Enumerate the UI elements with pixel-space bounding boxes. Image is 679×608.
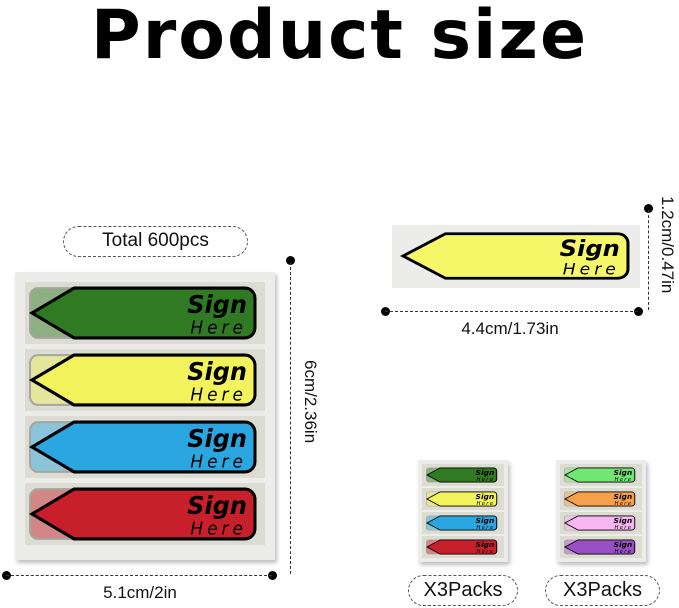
flag-text-here: Here [615,549,633,555]
flag-text-here: Here [190,318,247,338]
arrow-flag-shape [426,467,498,483]
flag-text-here: Here [563,260,620,278]
flag-text-here: Here [190,385,247,405]
flag-width-line [385,311,638,312]
arrow-flag-shape [564,539,636,555]
arrow-flag-shape [29,353,257,407]
sheet-height-label: 6cm/2.36in [301,360,320,444]
flag-text-here: Here [615,525,633,531]
page-title: Product size [90,0,589,75]
arrow-flag-shape [400,232,630,280]
flag-text-sign: Sign [614,468,633,477]
flag-text-here: Here [477,549,495,555]
pack-count-label: X3Packs [545,575,660,606]
flag-text-sign: Sign [187,357,247,387]
pack-sheet-1: Sign Here Sign Here Sign Here Sign Here [418,460,508,562]
arrow-flag-shape [29,420,257,474]
flag-height-line [648,210,649,310]
pack-count-label: X3Packs [408,575,518,606]
total-count-label: Total 600pcs [63,226,248,257]
dimension-dot [268,571,277,580]
dimension-dot [644,204,653,213]
arrow-flag-shape [426,539,498,555]
flag-text-sign: Sign [187,424,247,454]
flag-text-here: Here [190,452,247,472]
flag-text-sign: Sign [476,492,495,501]
flag-height-label: 1.2cm/0.47in [658,196,677,294]
sheet-width-line [6,575,272,576]
arrow-flag-shape [564,467,636,483]
flag-text-here: Here [190,519,247,539]
flag-text-sign: Sign [476,468,495,477]
flag-sheet-main: Sign Here Sign Here Sign Here Sign Here [15,272,275,560]
pack-sheet-2: Sign Here Sign Here Sign Here Sign Here [556,460,646,562]
flag-text-sign: Sign [187,491,247,521]
arrow-flag-shape [564,491,636,507]
flag-text-sign: Sign [476,516,495,525]
arrow-flag-shape [29,286,257,340]
flag-text-here: Here [615,477,633,483]
sheet-width-label: 5.1cm/2in [103,583,177,602]
flag-text-sign: Sign [614,540,633,549]
single-flag-sample: Sign Here [392,225,640,288]
flag-text-sign: Sign [614,492,633,501]
flag-width-label: 4.4cm/1.73in [461,319,559,338]
flag-text-sign: Sign [476,540,495,549]
sheet-height-line [290,262,291,574]
flag-text-here: Here [615,501,633,507]
arrow-flag-shape [564,515,636,531]
flag-text-here: Here [477,501,495,507]
flag-text-here: Here [477,477,495,483]
dimension-dot [634,307,643,316]
flag-text-sign: Sign [614,516,633,525]
arrow-flag-shape [426,491,498,507]
flag-text-sign: Sign [560,236,620,262]
dimension-dot [286,256,295,265]
flag-text-sign: Sign [187,290,247,320]
arrow-flag-shape [29,487,257,541]
flag-text-here: Here [477,525,495,531]
arrow-flag-shape [426,515,498,531]
